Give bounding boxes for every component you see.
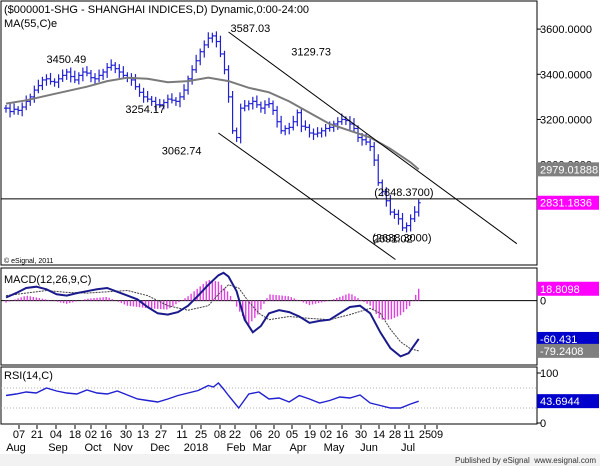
channel-trendline <box>218 132 396 260</box>
macd-value-label: 18.8098 <box>540 284 580 296</box>
macd-title: MACD(12,26,9,C) <box>4 274 91 286</box>
macd-panel-frame <box>0 267 538 366</box>
x-tick-label: 05 <box>286 429 298 441</box>
x-tick-label: 20 <box>268 429 280 441</box>
footer-site: www.esignal.com <box>533 456 596 465</box>
x-tick-label: 18 <box>69 429 81 441</box>
price-value-label: 2831.1836 <box>540 198 592 210</box>
price-annotation: 3450.49 <box>46 54 86 66</box>
macd-tick-label: 0 <box>540 296 546 308</box>
price-value-box <box>537 162 599 177</box>
macd-value-box <box>537 331 599 346</box>
rsi-tick-label: 0 <box>540 418 546 430</box>
price-annotation: (2848.3700) <box>374 187 433 199</box>
x-tick-label: 16 <box>100 429 112 441</box>
x-tick-label: 13 <box>137 429 149 441</box>
price-annotation: 2691.02 <box>373 233 413 245</box>
moving-average-line <box>5 76 420 171</box>
rsi-line <box>5 382 419 410</box>
price-tick-label: 3600.0000 <box>540 24 592 36</box>
rsi-tick-label: 100 <box>540 368 558 380</box>
x-month-label: Nov <box>113 442 133 454</box>
x-month-label: Apr <box>289 442 306 454</box>
footer-bar <box>0 454 600 466</box>
price-tick-label: 3400.0000 <box>540 69 592 81</box>
x-tick-label: 11 <box>176 429 187 441</box>
x-month-label: Aug <box>6 442 26 454</box>
x-tick-label: 27 <box>155 429 167 441</box>
x-tick-label: 02 <box>320 429 332 441</box>
x-tick-label: 22 <box>229 429 241 441</box>
x-tick-label: 28 <box>389 429 401 441</box>
price-annotation: 3254.17 <box>125 104 165 116</box>
copyright-label: © eSignal, 2011 <box>4 257 54 265</box>
macd-signal-line <box>5 284 419 352</box>
channel-trendline <box>228 31 518 245</box>
x-tick-label: 11 <box>403 429 414 441</box>
macd-value-label: -79.2408 <box>540 346 583 358</box>
x-month-label: Oct <box>84 442 101 454</box>
price-panel: ($000001-SHG - SHANGHAI INDICES,D) Dynam… <box>0 0 599 266</box>
price-chart-title: ($000001-SHG - SHANGHAI INDICES,D) Dynam… <box>4 4 309 16</box>
x-tick-label: 06 <box>250 429 262 441</box>
x-tick-label: 30 <box>120 429 132 441</box>
x-tick-label: 21 <box>31 429 43 441</box>
macd-line <box>5 271 420 358</box>
x-month-label: 2018 <box>184 442 208 454</box>
price-annotation: 3587.03 <box>231 23 271 35</box>
x-month-label: Feb <box>227 442 246 454</box>
macd-value-label: -60.431 <box>540 334 577 346</box>
rsi-value-label: 43.6944 <box>540 396 580 408</box>
price-annotation: 3062.74 <box>162 145 202 157</box>
macd-panel: MACD(12,26,9,C) 0 18.8098 -60.431-79.2408 <box>0 267 599 366</box>
price-panel-frame <box>0 0 538 266</box>
price-tick-label: 3200.0000 <box>540 114 592 126</box>
rsi-title: RSI(14,C) <box>4 370 53 382</box>
rsi-panel-frame <box>0 366 538 425</box>
x-tick-label: 02 <box>85 429 97 441</box>
macd-value-box <box>537 343 599 358</box>
x-tick-label: 25 <box>419 429 431 441</box>
x-tick-label: 09 <box>431 429 443 441</box>
price-value-box <box>537 195 599 210</box>
x-month-label: Jun <box>360 442 378 454</box>
price-annotation: 3129.73 <box>291 46 331 58</box>
price-value-label: 2979.01888 <box>540 164 598 176</box>
x-month-label: Mar <box>253 442 272 454</box>
x-month-label: Jul <box>401 442 415 454</box>
x-month-label: Sep <box>48 442 68 454</box>
x-tick-label: 14 <box>373 429 385 441</box>
macd-value-box <box>537 281 599 296</box>
rsi-panel: RSI(14,C) 100500 43.6944 <box>0 366 599 430</box>
x-tick-label: 16 <box>336 429 348 441</box>
ma-indicator-label: MA(55,C)e <box>4 18 57 30</box>
footer-published: Published by eSignal <box>455 456 530 465</box>
x-axis: 07 21 04 18 02 16 30 13 27 11 25 08 22 06 20 05 19 02 16 30… <box>6 425 443 454</box>
rsi-value-box <box>537 394 599 409</box>
x-month-label: May <box>324 442 345 454</box>
x-tick-label: 04 <box>50 429 62 441</box>
price-annotation: (2638.3000) <box>372 232 431 244</box>
x-tick-label: 30 <box>355 429 367 441</box>
x-month-label: Dec <box>150 442 170 454</box>
x-tick-label: 25 <box>195 429 207 441</box>
x-tick-label: 19 <box>304 429 316 441</box>
x-tick-label: 08 <box>214 429 226 441</box>
x-tick-label: 07 <box>13 429 25 441</box>
